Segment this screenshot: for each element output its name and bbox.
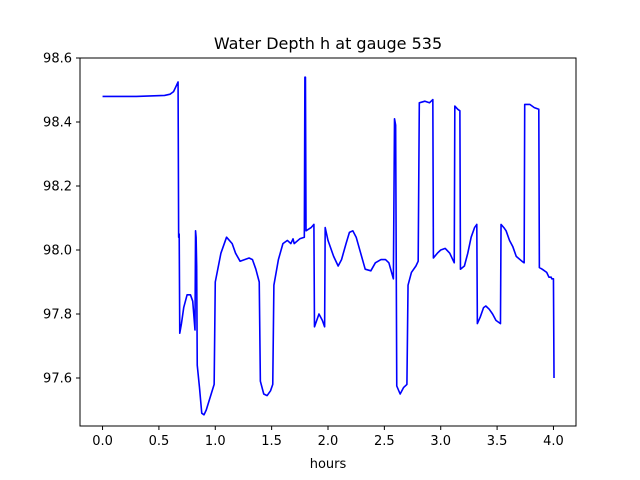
- y-tick-label: 98.4: [43, 116, 72, 131]
- x-tick-label: 4.0: [543, 434, 564, 449]
- y-axis: 97.6 97.8 98.0 98.2 98.4 98.6: [43, 52, 80, 387]
- x-axis-label: hours: [310, 457, 347, 472]
- plot-area: [102, 76, 555, 416]
- x-tick-label: 2.5: [374, 434, 395, 449]
- chart-title: Water Depth h at gauge 535: [214, 34, 442, 53]
- x-tick-label: 0.0: [92, 434, 113, 449]
- x-tick-label: 2.0: [318, 434, 339, 449]
- x-tick-label: 1.0: [205, 434, 226, 449]
- x-tick-label: 1.5: [261, 434, 282, 449]
- x-tick-label: 3.5: [487, 434, 508, 449]
- y-tick-label: 97.8: [43, 308, 72, 323]
- y-tick-label: 98.6: [43, 52, 72, 67]
- y-tick-label: 97.6: [43, 372, 72, 387]
- y-tick-label: 98.2: [43, 180, 72, 195]
- x-tick-label: 3.0: [430, 434, 451, 449]
- x-axis: 0.0 0.5 1.0 1.5 2.0 2.5 3.0 3.5 4.0: [92, 426, 564, 449]
- x-tick-label: 0.5: [149, 434, 170, 449]
- y-tick-label: 98.0: [43, 244, 72, 259]
- series-line-0: [102, 76, 555, 416]
